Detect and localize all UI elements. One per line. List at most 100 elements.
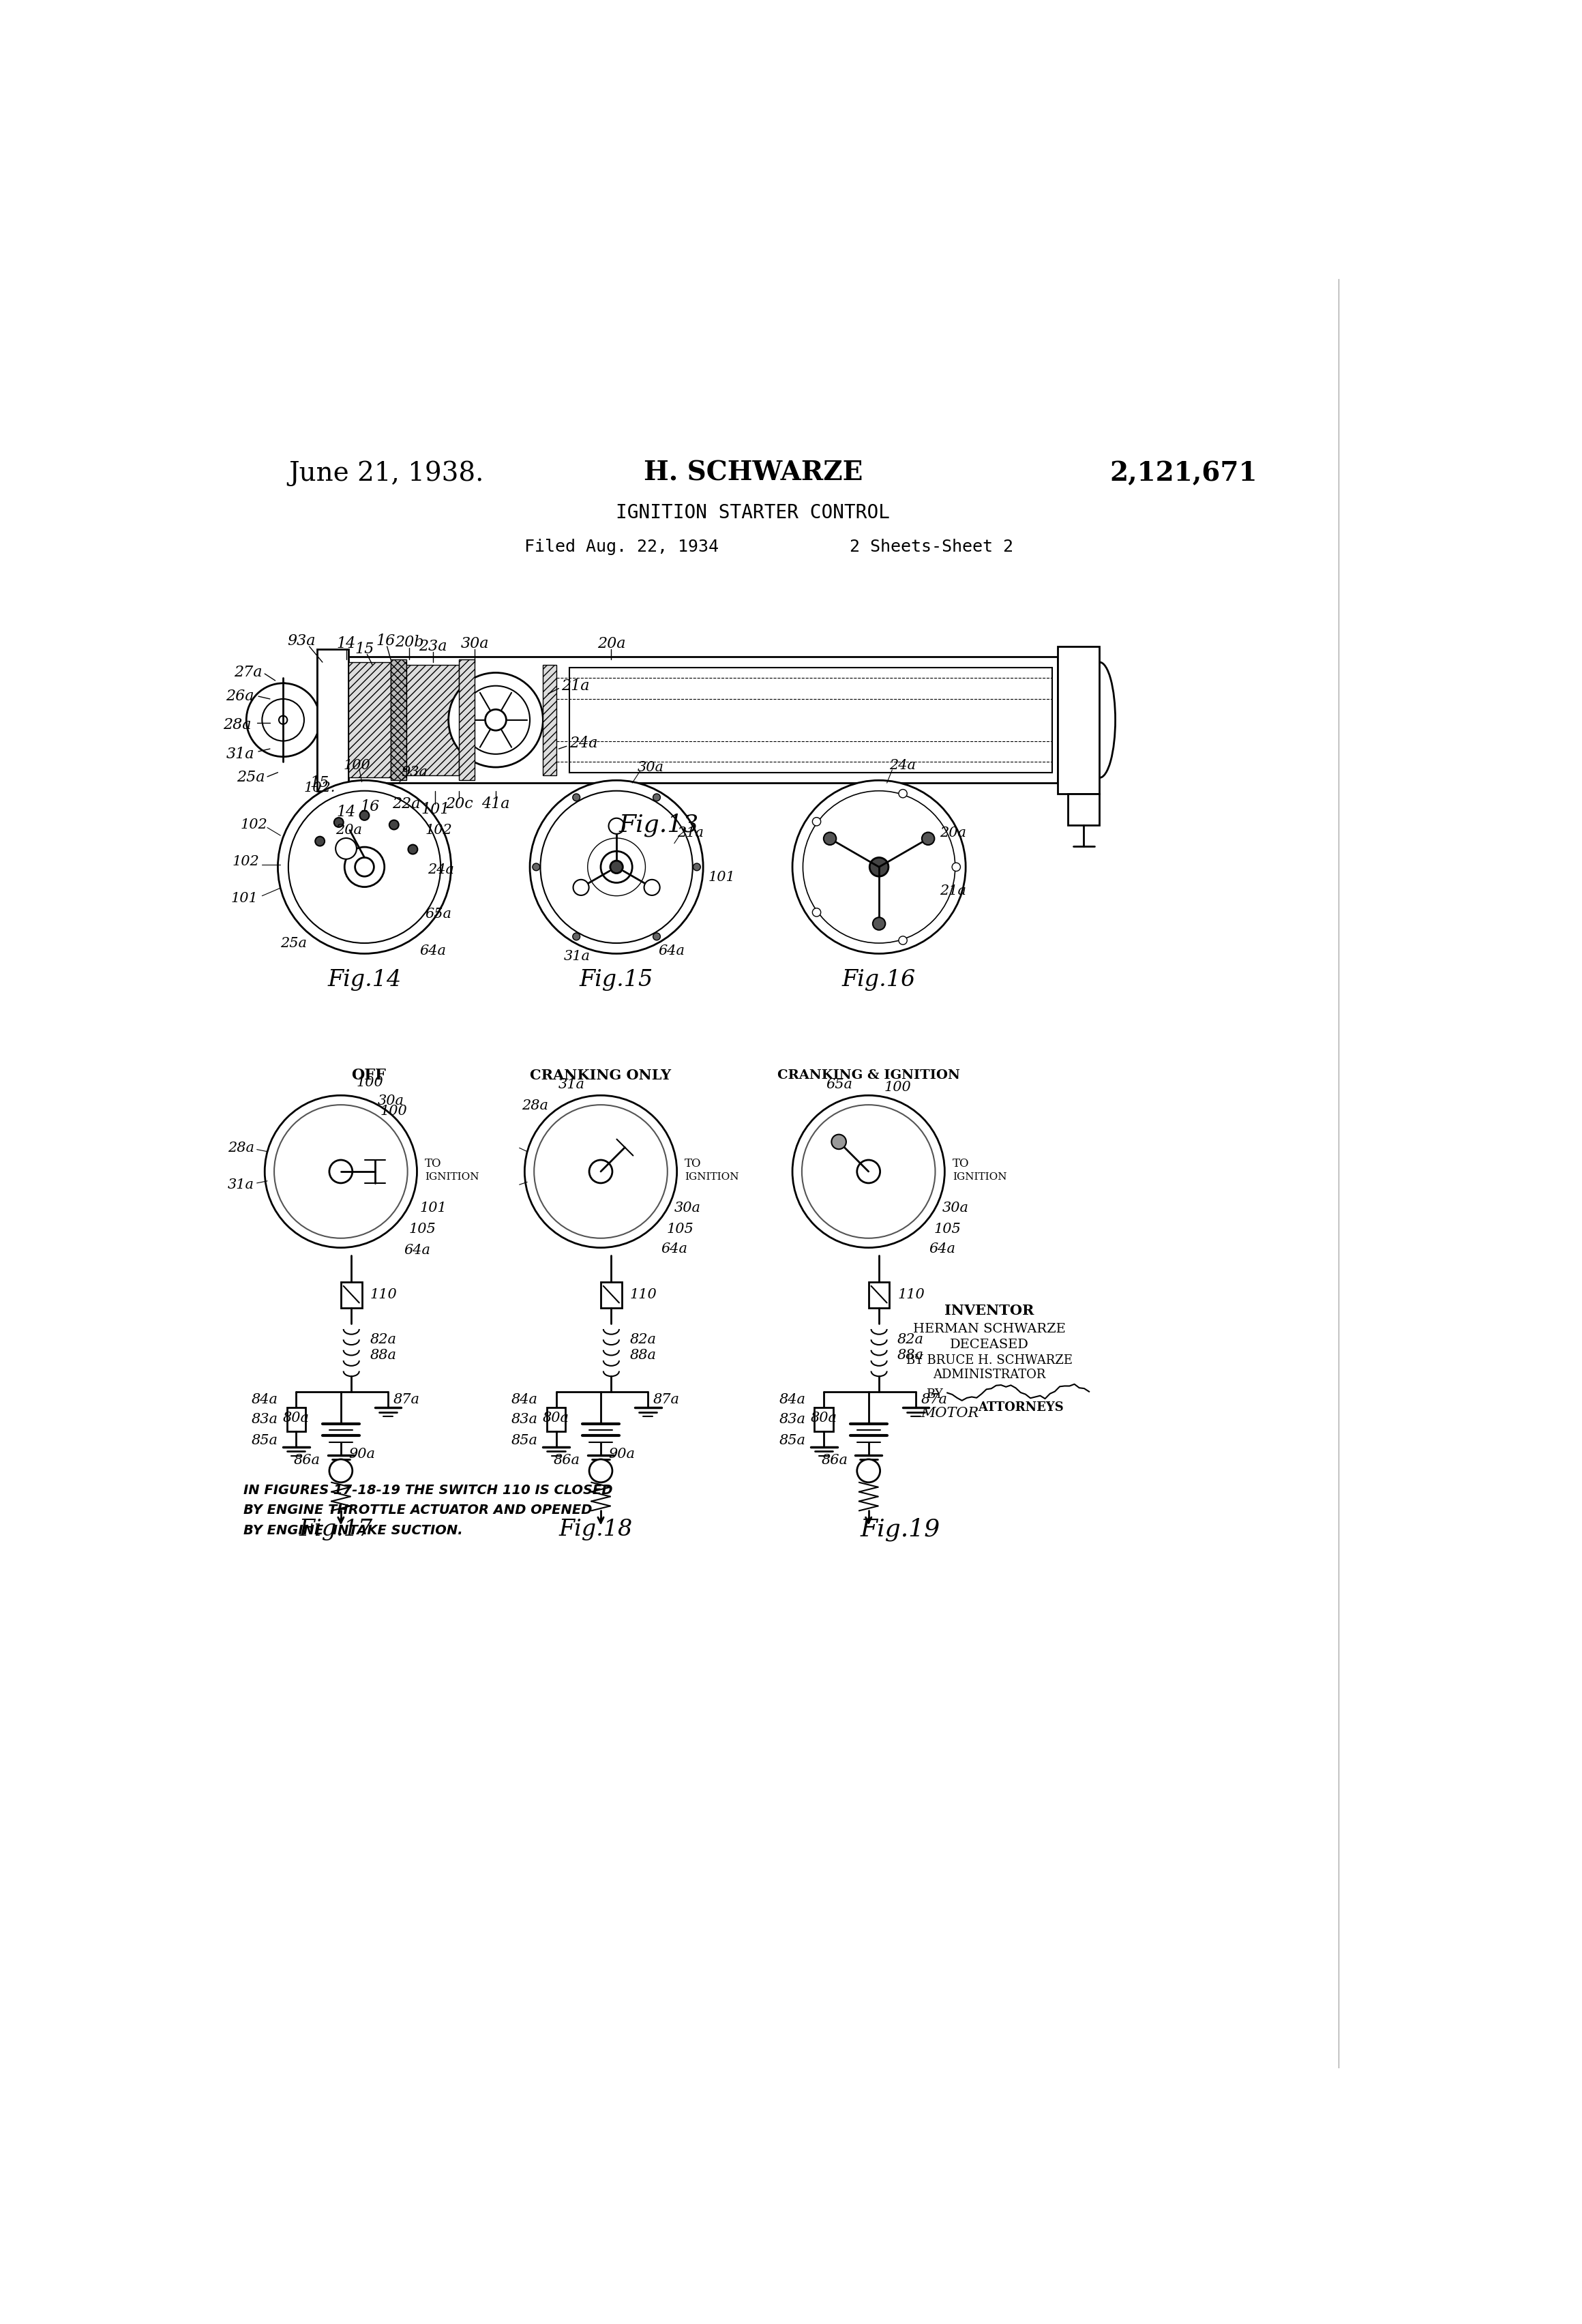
Circle shape <box>335 839 356 860</box>
Text: 85a: 85a <box>511 1434 538 1448</box>
Text: 22a: 22a <box>392 797 421 811</box>
Bar <box>1057 646 1099 792</box>
Text: MOTOR: MOTOR <box>921 1406 979 1420</box>
Bar <box>869 1283 889 1308</box>
Text: 21a: 21a <box>677 827 704 839</box>
Circle shape <box>448 672 543 767</box>
Circle shape <box>873 918 886 930</box>
Text: 82a: 82a <box>630 1334 657 1346</box>
Text: 64a: 64a <box>403 1243 430 1257</box>
Text: 20c: 20c <box>445 797 473 811</box>
Text: TO: TO <box>685 1157 701 1169</box>
Text: ATTORNEYS: ATTORNEYS <box>978 1401 1063 1413</box>
Text: 16: 16 <box>361 799 380 813</box>
Text: 87a: 87a <box>653 1394 680 1406</box>
Text: 100: 100 <box>343 760 370 772</box>
Circle shape <box>329 1459 353 1483</box>
Text: H. SCHWARZE: H. SCHWARZE <box>644 460 862 486</box>
Text: 93a: 93a <box>402 767 427 779</box>
Text: 15: 15 <box>354 641 373 658</box>
Circle shape <box>264 1095 418 1248</box>
Text: IGNITION: IGNITION <box>952 1171 1006 1181</box>
Circle shape <box>952 862 960 872</box>
Text: 24a: 24a <box>427 862 454 876</box>
Circle shape <box>804 790 956 944</box>
Text: June 21, 1938.: June 21, 1938. <box>288 460 484 486</box>
Text: 24a: 24a <box>570 737 598 751</box>
Text: 90a: 90a <box>348 1448 375 1459</box>
Bar <box>407 665 459 776</box>
Text: OFF: OFF <box>351 1069 386 1083</box>
Text: 86a: 86a <box>821 1455 848 1466</box>
Text: 85a: 85a <box>252 1434 278 1448</box>
Bar <box>570 667 1052 772</box>
Text: 64a: 64a <box>658 944 685 957</box>
Text: 101: 101 <box>419 1202 446 1215</box>
Text: 88a: 88a <box>370 1348 397 1362</box>
Text: 41a: 41a <box>481 797 509 811</box>
Text: 84a: 84a <box>778 1394 805 1406</box>
Text: 25a: 25a <box>280 937 307 951</box>
Circle shape <box>693 862 701 872</box>
Text: 14: 14 <box>337 637 356 651</box>
Text: IN FIGURES 17-18-19 THE SWITCH 110 IS CLOSED: IN FIGURES 17-18-19 THE SWITCH 110 IS CL… <box>244 1485 614 1497</box>
Text: Fig.15: Fig.15 <box>579 969 653 990</box>
Circle shape <box>601 851 633 883</box>
Bar <box>1068 792 1099 825</box>
Circle shape <box>525 1095 677 1248</box>
Text: 101: 101 <box>709 872 736 883</box>
Text: 110: 110 <box>630 1287 657 1301</box>
Text: Fig.14: Fig.14 <box>327 969 402 990</box>
Circle shape <box>278 716 288 725</box>
Bar <box>340 1283 362 1308</box>
Text: Fig.13: Fig.13 <box>619 813 699 837</box>
Text: 90a: 90a <box>609 1448 636 1459</box>
Circle shape <box>653 932 660 941</box>
Text: 80a: 80a <box>810 1413 837 1425</box>
Text: 83a: 83a <box>511 1413 538 1427</box>
Text: 31a: 31a <box>226 746 255 762</box>
Text: ADMINISTRATOR: ADMINISTRATOR <box>933 1369 1046 1380</box>
Text: 105: 105 <box>666 1222 693 1236</box>
Text: Fig.19: Fig.19 <box>861 1518 940 1541</box>
Text: 86a: 86a <box>294 1455 320 1466</box>
Text: 80a: 80a <box>543 1413 570 1425</box>
Circle shape <box>535 1104 668 1239</box>
Text: 88a: 88a <box>897 1348 924 1362</box>
Text: DECEASED: DECEASED <box>949 1339 1028 1350</box>
Circle shape <box>486 709 506 730</box>
Text: 100: 100 <box>380 1104 407 1118</box>
Circle shape <box>288 790 441 944</box>
Text: 30a: 30a <box>941 1202 968 1215</box>
Bar <box>815 1408 834 1432</box>
Text: 110: 110 <box>370 1287 397 1301</box>
Text: 30a: 30a <box>674 1202 701 1215</box>
Circle shape <box>345 846 384 888</box>
Text: IGNITION STARTER CONTROL: IGNITION STARTER CONTROL <box>615 502 891 523</box>
Text: CRANKING ONLY: CRANKING ONLY <box>530 1069 671 1083</box>
Circle shape <box>589 1459 612 1483</box>
Text: 20a: 20a <box>940 827 967 839</box>
Bar <box>318 648 348 790</box>
Circle shape <box>793 1095 944 1248</box>
Circle shape <box>813 818 821 825</box>
Circle shape <box>278 781 451 953</box>
Text: Fig.18: Fig.18 <box>558 1518 633 1541</box>
Circle shape <box>247 683 320 758</box>
Circle shape <box>334 818 343 827</box>
Text: 87a: 87a <box>921 1394 948 1406</box>
Text: 105: 105 <box>410 1222 437 1236</box>
Text: HERMAN SCHWARZE: HERMAN SCHWARZE <box>913 1322 1066 1336</box>
Text: INVENTOR: INVENTOR <box>944 1304 1035 1318</box>
Circle shape <box>589 1160 612 1183</box>
Text: 31a: 31a <box>558 1078 585 1092</box>
Text: 15: 15 <box>310 776 329 790</box>
Text: 101: 101 <box>231 892 258 904</box>
Circle shape <box>573 878 589 895</box>
Text: 14: 14 <box>337 804 356 820</box>
Text: 64a: 64a <box>661 1243 688 1255</box>
Bar <box>601 1283 622 1308</box>
Text: BY BRUCE H. SCHWARZE: BY BRUCE H. SCHWARZE <box>906 1355 1073 1367</box>
Text: 93a: 93a <box>288 634 316 648</box>
Text: 102: 102 <box>426 823 452 837</box>
